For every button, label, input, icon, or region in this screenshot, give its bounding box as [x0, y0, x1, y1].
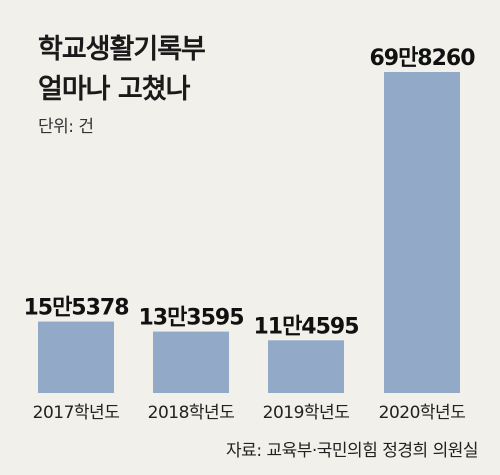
value-label-2017학년도: 15만5378 — [23, 296, 128, 321]
category-label-2020학년도: 2020학년도 — [379, 403, 466, 423]
bar-2018학년도 — [153, 331, 229, 393]
chart-title: 학교생활기록부 얼마나 고쳤나 — [38, 30, 206, 110]
category-label-2017학년도: 2017학년도 — [33, 403, 120, 423]
unit-label: 단위: 건 — [38, 117, 94, 137]
chart-title-line-1: 학교생활기록부 — [38, 34, 206, 65]
category-label-2018학년도: 2018학년도 — [148, 403, 235, 423]
bar-2017학년도 — [38, 321, 114, 393]
value-label-2018학년도: 13만3595 — [138, 306, 243, 331]
bar-2020학년도 — [384, 72, 460, 393]
bar-2019학년도 — [268, 340, 344, 393]
value-label-2019학년도: 11만4595 — [253, 314, 358, 339]
category-label-2019학년도: 2019학년도 — [263, 403, 350, 423]
chart-title-line-2: 얼마나 고쳤나 — [38, 74, 190, 105]
value-label-2020학년도: 69만8260 — [369, 46, 475, 71]
source-note: 자료: 교육부·국민의힘 정경희 의원실 — [226, 441, 478, 461]
